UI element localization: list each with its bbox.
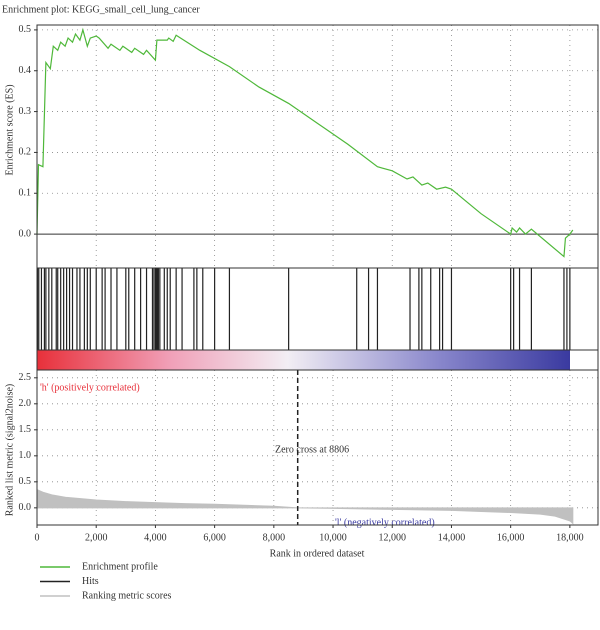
legend-label: Ranking metric scores	[82, 590, 172, 601]
y-tick-label: 0.1	[19, 188, 32, 199]
x-tick-label: 2,000	[85, 532, 108, 543]
y-tick-label: 0.3	[19, 106, 32, 117]
rank-color-bar	[37, 350, 570, 370]
x-tick-label: 4,000	[144, 532, 167, 543]
legend-label: Hits	[82, 576, 99, 587]
y-tick-label: 1.5	[19, 424, 32, 435]
y-tick-label: 2.0	[19, 398, 32, 409]
x-axis-title: Rank in ordered dataset	[270, 548, 365, 559]
negative-label: 'l' (negatively correlated)	[335, 517, 435, 528]
legend-label: Enrichment profile	[82, 561, 158, 572]
zero-cross-label: Zero cross at 8806	[275, 444, 349, 455]
y-axis-title: Enrichment score (ES)	[4, 84, 15, 175]
y-tick-label: 0.4	[19, 65, 32, 76]
x-tick-label: 16,000	[497, 532, 525, 543]
positive-label: 'h' (positively correlated)	[40, 382, 140, 393]
y-tick-label: 0.5	[19, 476, 32, 487]
y-tick-label: 0.0	[19, 502, 32, 513]
x-tick-label: 14,000	[438, 532, 466, 543]
x-tick-label: 8,000	[263, 532, 286, 543]
plot-frame	[36, 24, 599, 526]
metric-area	[36, 488, 574, 525]
y-tick-label: 0.5	[19, 24, 32, 35]
x-tick-label: 6,000	[203, 532, 226, 543]
y-axis-title: Ranked list metric (signal2noise)	[4, 384, 15, 516]
x-tick-label: 18,000	[556, 532, 584, 543]
chart-title: Enrichment plot: KEGG_small_cell_lung_ca…	[2, 4, 200, 15]
x-tick-label: 10,000	[319, 532, 347, 543]
x-tick-label: 12,000	[379, 532, 407, 543]
y-tick-label: 0.0	[19, 228, 32, 239]
y-tick-label: 1.0	[19, 450, 32, 461]
enrichment-line	[36, 27, 574, 258]
y-tick-label: 0.2	[19, 147, 32, 158]
y-tick-label: 2.5	[19, 372, 32, 383]
x-tick-label: 0	[35, 532, 40, 543]
